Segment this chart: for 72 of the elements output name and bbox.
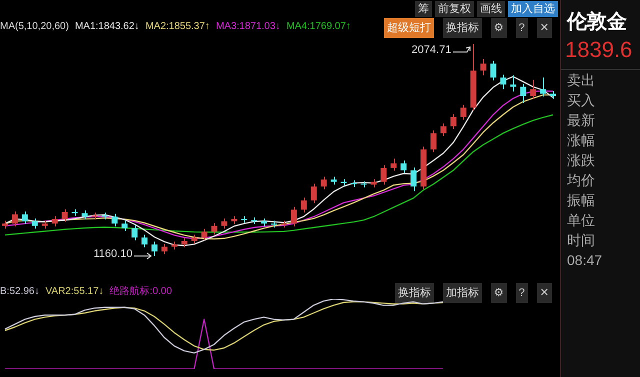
text: 超级短打 xyxy=(384,18,434,38)
gear-icon: ⚙ xyxy=(490,18,507,38)
candlestick xyxy=(320,176,327,190)
candlestick xyxy=(390,158,397,172)
candlestick xyxy=(410,166,417,192)
text: 1839.6 xyxy=(561,35,640,70)
text: MA2:1855.37↑ xyxy=(145,21,210,32)
candlestick xyxy=(211,222,218,235)
candlestick xyxy=(300,197,307,213)
candlestick xyxy=(201,228,208,241)
candlestick xyxy=(12,211,18,227)
candlestick xyxy=(112,213,118,227)
candlestick xyxy=(22,211,28,225)
candlestick xyxy=(82,210,88,220)
text: 振幅 xyxy=(566,191,596,210)
close-icon: ✕ xyxy=(536,18,552,38)
text: 时间 xyxy=(566,231,596,250)
legend-title: MA(5,10,20,60) xyxy=(0,21,69,32)
annotation: 1160.10 xyxy=(94,248,132,260)
series-label: VAR2:55.17↓ xyxy=(45,286,104,297)
candlestick xyxy=(62,208,68,222)
gear-icon: ⚙ xyxy=(490,283,507,303)
candlestick xyxy=(400,160,407,174)
candlestick xyxy=(510,74,516,92)
candlestick xyxy=(161,243,168,255)
text: 均价 xyxy=(566,171,596,190)
series-label: B:52.96↓ xyxy=(0,286,40,297)
help-icon: ? xyxy=(516,18,528,38)
candlestick xyxy=(310,183,317,204)
text: 加入自选 xyxy=(508,1,558,17)
text: 画线 xyxy=(477,1,505,17)
candlestick xyxy=(490,60,496,81)
candlestick xyxy=(141,234,148,248)
text: 筹 xyxy=(415,1,432,17)
text: 涨跌 xyxy=(566,151,596,170)
candlestick xyxy=(480,58,486,76)
candlestick xyxy=(450,114,456,130)
candlestick xyxy=(540,77,546,98)
text: 最新 xyxy=(566,111,596,130)
candlestick xyxy=(380,164,387,186)
candlestick xyxy=(221,218,228,230)
candlestick xyxy=(151,241,158,256)
help-icon: ? xyxy=(516,283,528,303)
text: 前复权 xyxy=(435,1,474,17)
annotation: 2074.71 xyxy=(412,44,452,56)
text: 绝路航标:0.00 xyxy=(110,286,172,297)
candlestick xyxy=(500,74,506,90)
text: 买入 xyxy=(566,91,596,110)
candlestick xyxy=(32,218,38,230)
candlestick xyxy=(460,104,466,120)
text: 换指标 xyxy=(442,18,482,38)
candlestick xyxy=(191,234,198,244)
text: 伦敦金 xyxy=(566,10,628,35)
text: 涨幅 xyxy=(566,131,596,150)
candlestick xyxy=(181,238,188,248)
candlestick xyxy=(430,130,436,153)
text: 单位 xyxy=(566,211,596,230)
close-icon: ✕ xyxy=(536,283,552,303)
text: 卖出 xyxy=(566,71,596,90)
text: MA4:1769.07↑ xyxy=(286,21,351,32)
candlestick xyxy=(132,224,138,241)
text: MA1:1843.62↓ xyxy=(74,21,140,32)
annotation: 加指标 xyxy=(442,283,482,303)
candlestick xyxy=(52,216,58,227)
text: 08:47 xyxy=(566,251,604,270)
candlestick xyxy=(440,122,446,136)
candlestick xyxy=(520,84,526,104)
candlestick xyxy=(122,220,128,232)
text: MA3:1871.03↓ xyxy=(216,21,280,32)
annotation: 换指标 xyxy=(394,283,434,303)
candlestick xyxy=(290,206,297,227)
candlestick xyxy=(530,79,536,100)
